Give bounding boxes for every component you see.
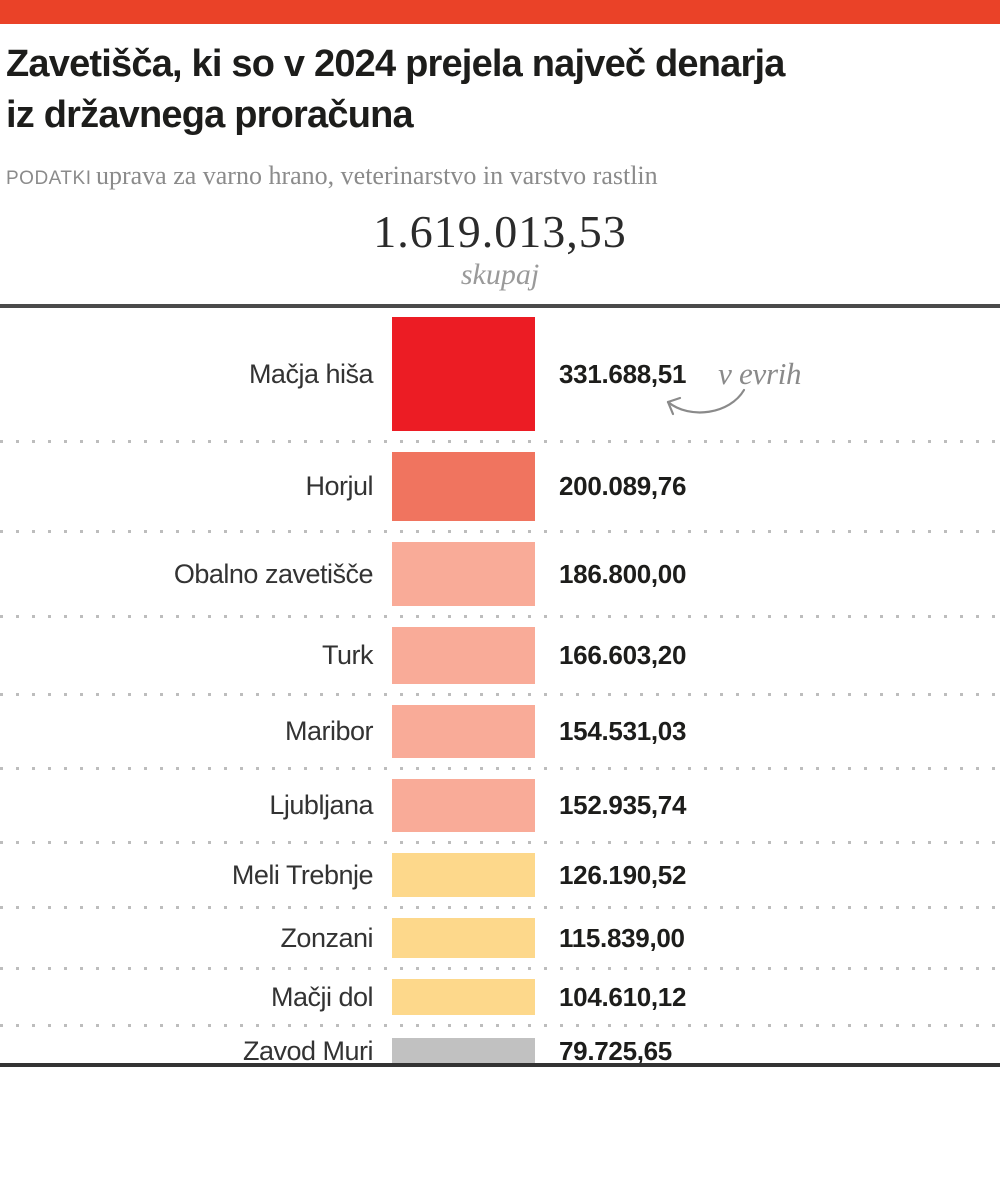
amount-value: 154.531,03 xyxy=(559,716,687,746)
chart-row: Zonzani 115.839,00 xyxy=(0,909,1000,970)
amount-value: 104.610,12 xyxy=(559,981,687,1012)
page-title-line1: Zavetišča, ki so v 2024 prejela največ d… xyxy=(6,43,785,85)
shelter-label: Mačja hiša xyxy=(248,358,374,389)
chart-row: Mačja hiša 331.688,51 v evrih xyxy=(0,308,1000,443)
amount-bar xyxy=(392,779,535,832)
shelter-label: Turk xyxy=(322,640,374,670)
shelter-label: Meli Trebnje xyxy=(231,859,374,890)
bar-cell xyxy=(392,705,535,758)
page-title-line2: iz državnega proračuna xyxy=(6,94,414,136)
amount-value-cell: 186.800,00 xyxy=(559,559,686,590)
total-block: 1.619.013,53 skupaj xyxy=(0,205,1000,292)
bar-cell xyxy=(392,853,535,897)
chart-row: Maribor 154.531,03 xyxy=(0,696,1000,770)
bar-cell xyxy=(392,317,535,431)
chart-row: Horjul 200.089,76 xyxy=(0,443,1000,533)
unit-annotation: v evrih xyxy=(667,356,802,416)
chart-row: Turk 166.603,20 xyxy=(0,618,1000,696)
bottom-rule xyxy=(0,1063,1000,1067)
chart: Mačja hiša 331.688,51 v evrih Horjul 200.089… xyxy=(0,308,1000,1063)
amount-value: 115.839,00 xyxy=(559,922,685,953)
shelter-label: Zonzani xyxy=(280,922,373,953)
bar-cell xyxy=(392,918,535,958)
amount-bar xyxy=(392,918,535,958)
bar-cell xyxy=(392,779,535,832)
amount-value: 166.603,20 xyxy=(559,640,687,670)
bar-cell xyxy=(392,542,535,606)
total-value: 1.619.013,53 xyxy=(373,206,627,257)
data-source: PODATKI uprava za varno hrano, veterinar… xyxy=(6,161,1000,191)
chart-row: Mačji dol 104.610,12 xyxy=(0,970,1000,1027)
amount-value: 186.800,00 xyxy=(559,558,687,589)
shelter-label: Ljubljana xyxy=(269,790,373,820)
amount-value: 126.190,52 xyxy=(559,859,687,890)
curved-arrow-icon xyxy=(667,388,746,416)
amount-bar xyxy=(392,979,535,1015)
shelter-label: Mačji dol xyxy=(270,981,374,1012)
amount-bar xyxy=(392,1038,535,1063)
bar-cell xyxy=(392,452,535,521)
bar-cell xyxy=(392,1038,535,1063)
chart-rows: Mačja hiša 331.688,51 v evrih Horjul 200.089… xyxy=(0,308,1000,1063)
amount-value-cell: 104.610,12 xyxy=(559,982,686,1013)
bar-cell xyxy=(392,979,535,1015)
amount-bar xyxy=(392,452,535,521)
chart-row: Obalno zavetišče 186.800,00 xyxy=(0,533,1000,618)
amount-value: 331.688,51 xyxy=(559,358,687,389)
chart-row: Meli Trebnje 126.190,52 xyxy=(0,844,1000,909)
amount-bar xyxy=(392,627,535,684)
source-kicker: PODATKI xyxy=(6,168,92,189)
shelter-label: Zavod Muri xyxy=(242,1036,374,1063)
total-label: skupaj xyxy=(460,258,540,291)
shelter-label: Obalno zavetišče xyxy=(173,558,374,589)
amount-value: 152.935,74 xyxy=(559,790,687,820)
shelter-label: Horjul xyxy=(305,471,373,501)
amount-value-cell: 154.531,03 xyxy=(559,716,686,747)
amount-value: 79.725,65 xyxy=(559,1036,672,1063)
amount-value-cell: 126.190,52 xyxy=(559,860,686,891)
top-rule xyxy=(0,304,1000,308)
chart-row: Zavod Muri 79.725,65 xyxy=(0,1027,1000,1063)
bar-cell xyxy=(392,627,535,684)
source-text: uprava za varno hrano, veterinarstvo in … xyxy=(95,161,658,190)
amount-bar xyxy=(392,542,535,606)
amount-value-cell: 79.725,65 xyxy=(559,1036,672,1063)
amount-value-cell: 152.935,74 xyxy=(559,790,686,821)
amount-value-cell: 200.089,76 xyxy=(559,471,686,502)
page-title: Zavetišča, ki so v 2024 prejela največ d… xyxy=(6,39,990,141)
chart-row: Ljubljana 152.935,74 xyxy=(0,770,1000,844)
amount-bar xyxy=(392,317,535,431)
amount-value-cell: 115.839,00 xyxy=(559,923,685,954)
top-accent-bar xyxy=(0,0,1000,24)
amount-value: 200.089,76 xyxy=(559,471,687,501)
shelter-label: Maribor xyxy=(284,716,374,746)
amount-bar xyxy=(392,705,535,758)
amount-value-cell: 331.688,51 v evrih xyxy=(559,356,802,416)
amount-value-cell: 166.603,20 xyxy=(559,640,686,671)
amount-bar xyxy=(392,853,535,897)
